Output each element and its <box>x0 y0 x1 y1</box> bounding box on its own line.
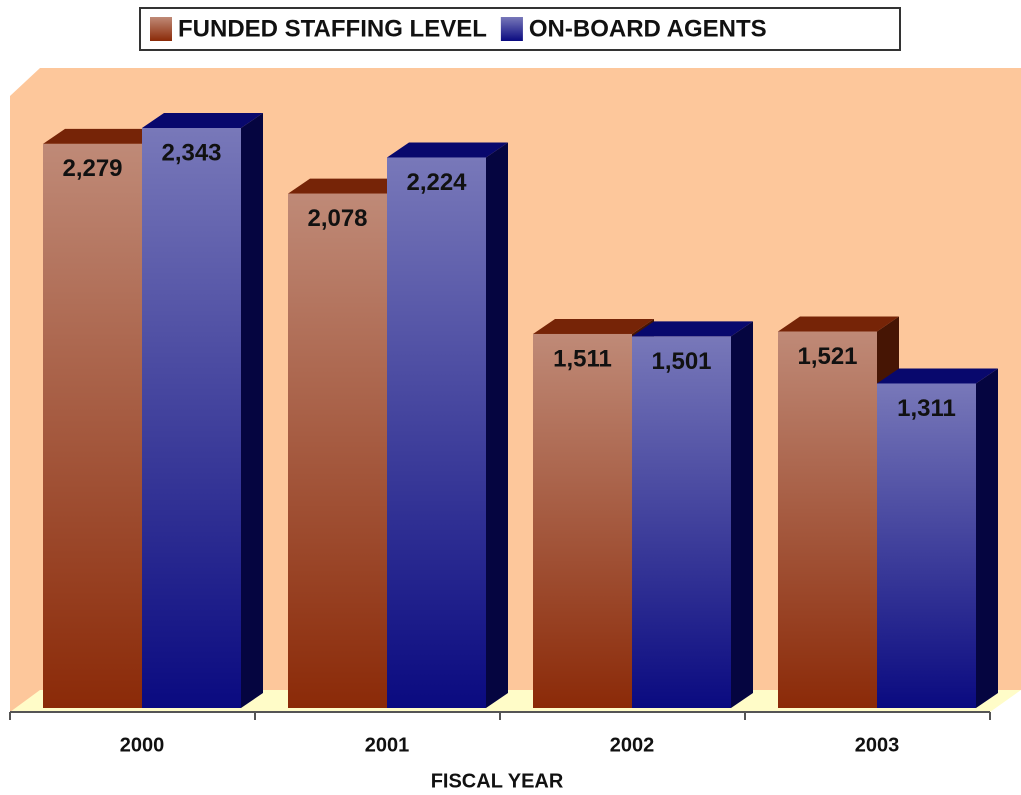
x-axis-label: FISCAL YEAR <box>431 770 564 792</box>
bar-side <box>486 142 508 709</box>
bar-shading <box>142 128 241 708</box>
data-label: 1,511 <box>553 345 612 372</box>
bar-shading <box>288 193 387 708</box>
bar-top <box>533 318 654 334</box>
bar-top <box>877 368 998 384</box>
bar-shading <box>632 336 731 708</box>
bar-top <box>778 316 899 332</box>
bar-top <box>632 321 753 337</box>
bar-side <box>241 113 263 708</box>
bar-shading <box>533 333 632 708</box>
data-label: 2,224 <box>406 169 467 196</box>
bar-top <box>43 128 164 144</box>
floor <box>10 690 1021 712</box>
bar-shading <box>778 331 877 708</box>
data-label: 1,501 <box>651 348 711 375</box>
x-tick-label: 2003 <box>855 734 900 756</box>
data-label: 2,343 <box>161 139 221 166</box>
x-tick-label: 2000 <box>120 734 165 756</box>
bar-shading <box>877 383 976 708</box>
bar-top <box>142 113 263 128</box>
data-label: 2,279 <box>62 155 122 182</box>
legend-label: FUNDED STAFFING LEVEL <box>178 15 487 42</box>
data-label: 1,521 <box>797 343 857 370</box>
legend-swatch-shading <box>150 17 172 41</box>
bar-top <box>387 142 508 158</box>
bar-side <box>976 368 998 708</box>
bar-shading <box>43 143 142 708</box>
legend-swatch-shading <box>500 17 523 41</box>
bar-side <box>731 321 753 708</box>
x-tick-label: 2001 <box>365 734 410 756</box>
data-label: 1,311 <box>897 395 956 422</box>
bar-top <box>288 178 409 194</box>
legend-label: ON-BOARD AGENTS <box>529 15 767 42</box>
x-tick-label: 2002 <box>610 734 655 756</box>
data-label: 2,078 <box>307 205 367 232</box>
bar-shading <box>387 157 486 709</box>
